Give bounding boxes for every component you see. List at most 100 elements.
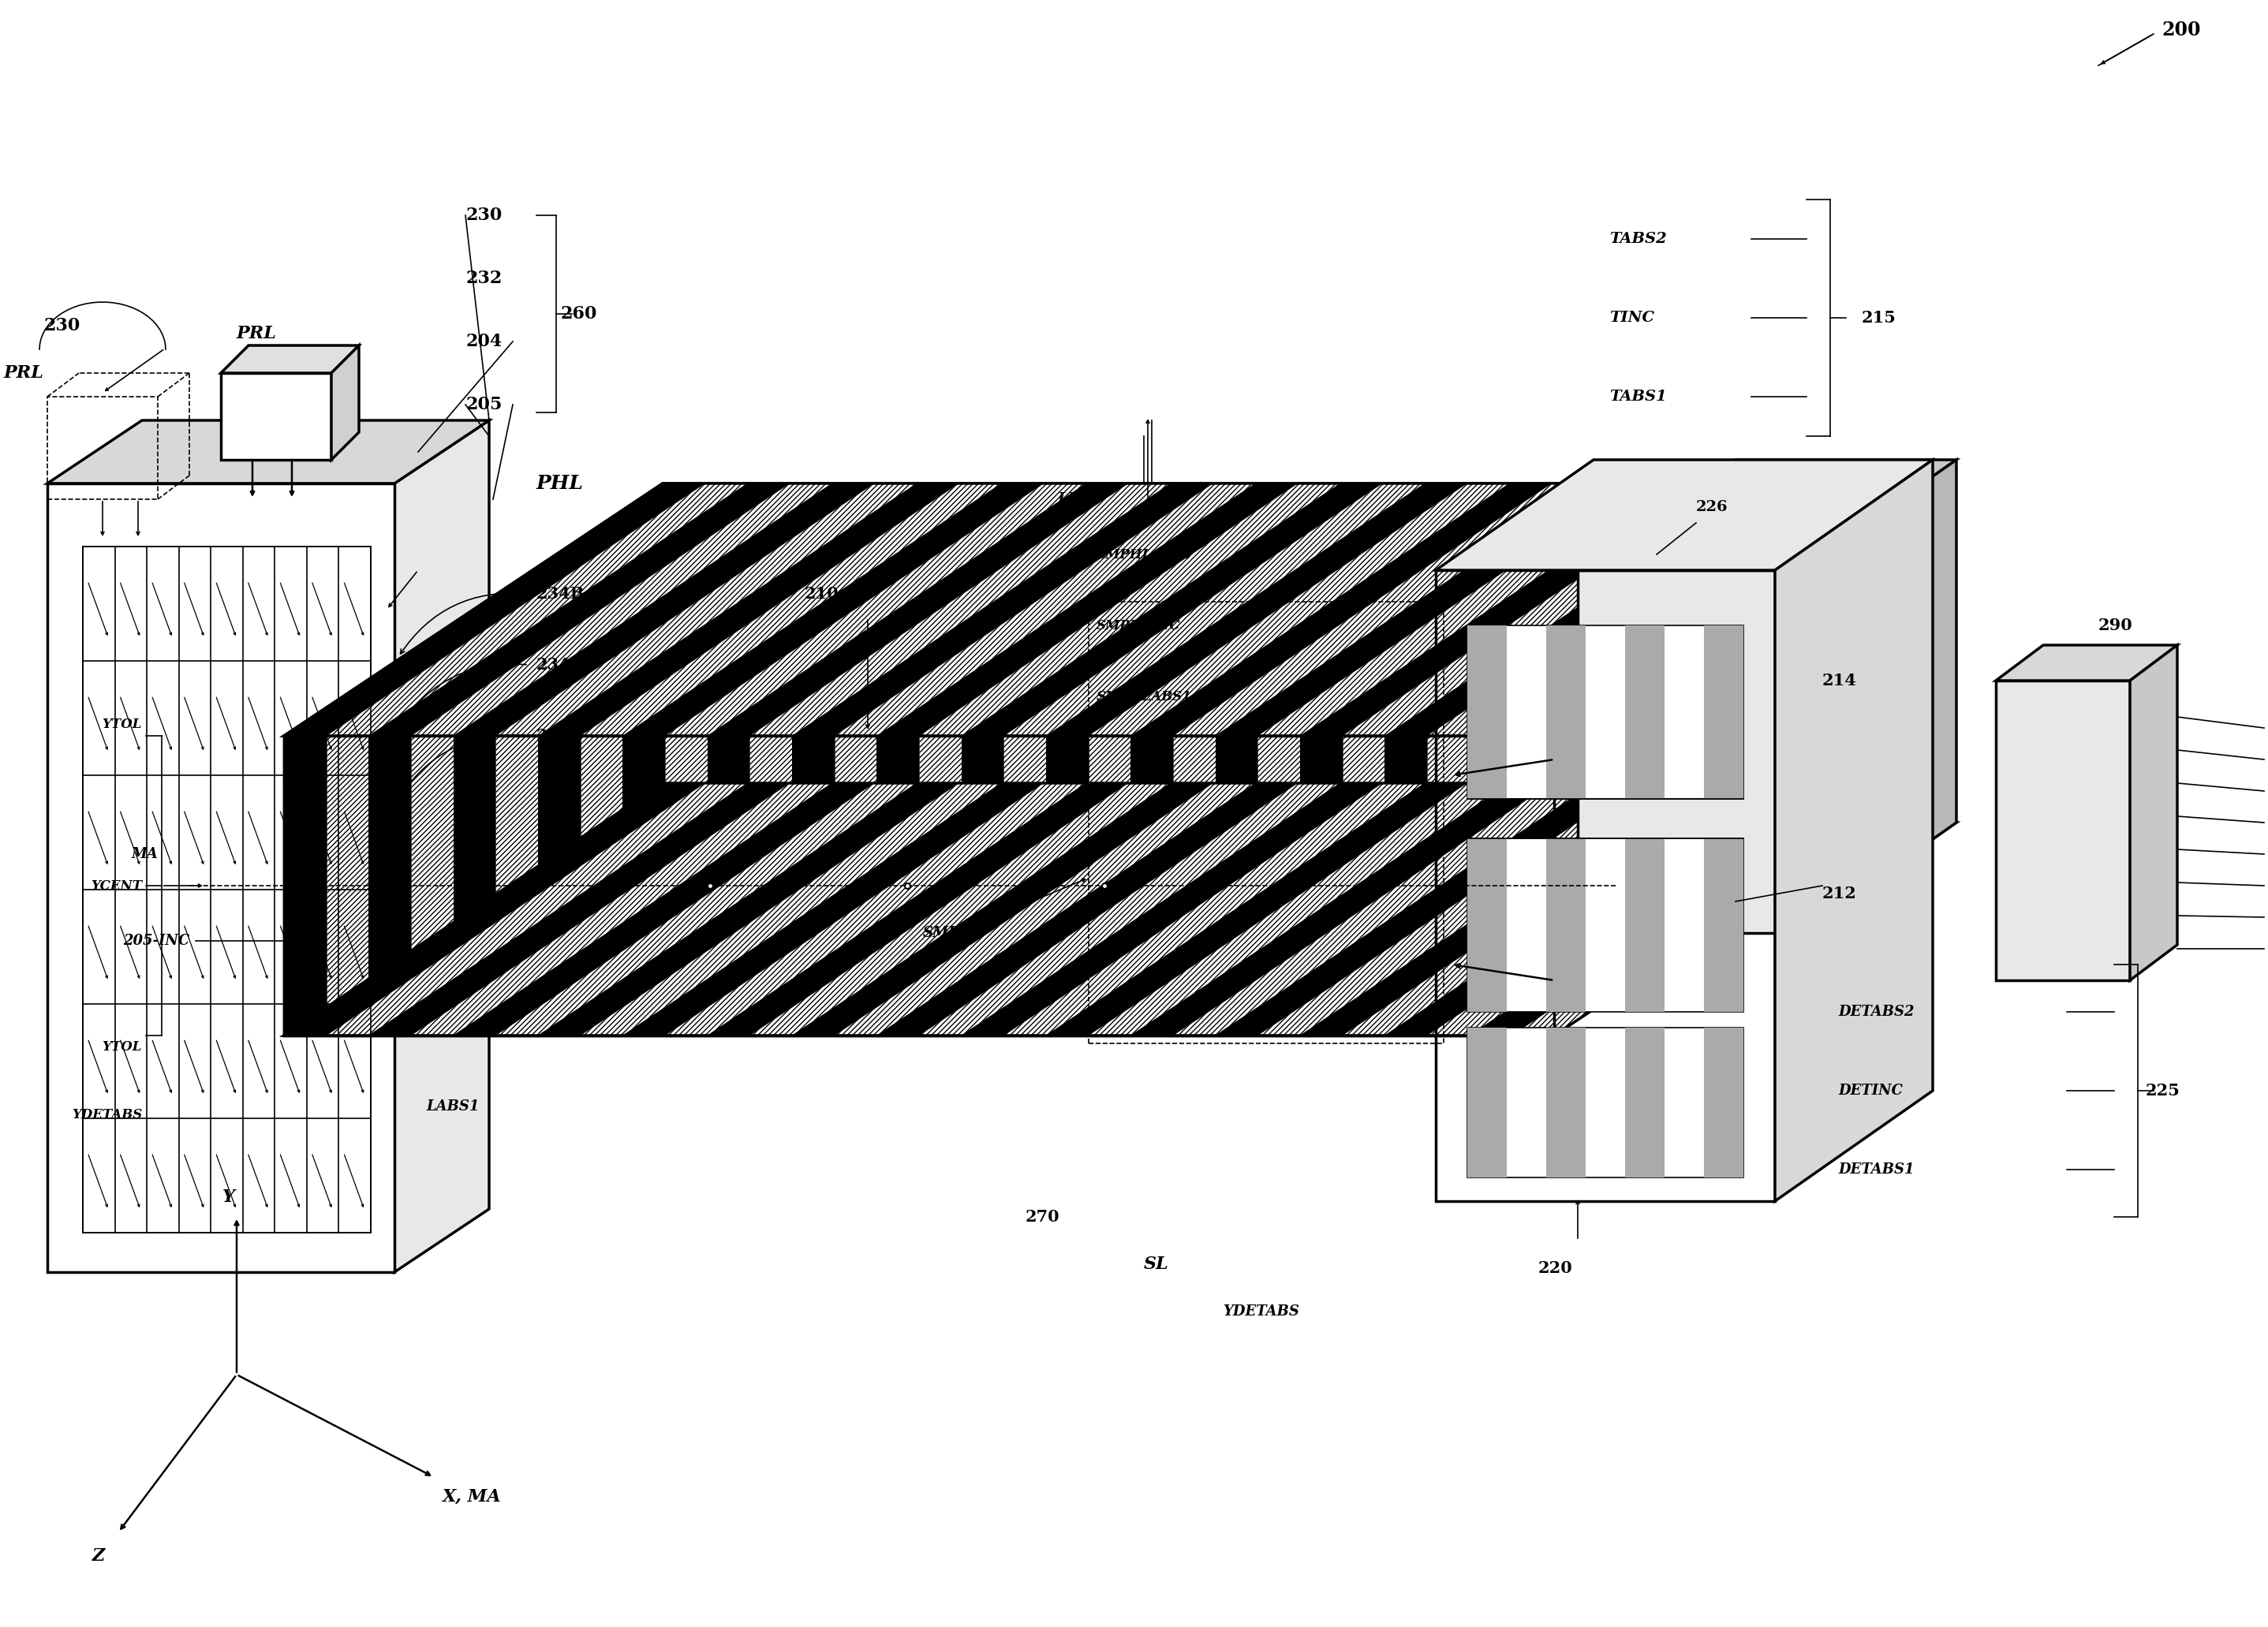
Polygon shape bbox=[708, 483, 1129, 735]
Polygon shape bbox=[370, 483, 789, 735]
Polygon shape bbox=[665, 483, 1086, 735]
Text: 226: 226 bbox=[1696, 499, 1728, 514]
Polygon shape bbox=[1089, 783, 1510, 1035]
Text: SMPHLINC: SMPHLINC bbox=[1095, 618, 1182, 633]
Text: 290: 290 bbox=[2098, 618, 2132, 633]
Polygon shape bbox=[835, 735, 878, 1035]
Text: 204: 204 bbox=[465, 334, 501, 350]
Polygon shape bbox=[792, 783, 1213, 1035]
Polygon shape bbox=[1579, 823, 1957, 932]
Polygon shape bbox=[1996, 646, 2177, 680]
Text: SMPHLABS2: SMPHLABS2 bbox=[1095, 548, 1193, 561]
Polygon shape bbox=[1467, 838, 1744, 1012]
Text: SMPHL: SMPHL bbox=[923, 926, 982, 940]
Polygon shape bbox=[1132, 483, 1551, 735]
Text: YCENT: YCENT bbox=[91, 879, 143, 892]
Polygon shape bbox=[581, 735, 624, 1035]
Polygon shape bbox=[1173, 483, 1594, 735]
Polygon shape bbox=[1216, 735, 1259, 1035]
Text: YTOL: YTOL bbox=[102, 1041, 143, 1054]
Polygon shape bbox=[751, 735, 792, 1035]
Text: 220: 220 bbox=[1538, 1261, 1572, 1276]
Polygon shape bbox=[1436, 460, 1932, 569]
Polygon shape bbox=[1470, 483, 1892, 735]
Polygon shape bbox=[284, 483, 705, 735]
Polygon shape bbox=[708, 735, 751, 1035]
Polygon shape bbox=[624, 483, 1043, 735]
Polygon shape bbox=[1216, 783, 1637, 1035]
Polygon shape bbox=[284, 735, 327, 1035]
Polygon shape bbox=[1005, 735, 1046, 1035]
Polygon shape bbox=[1703, 1028, 1744, 1178]
Polygon shape bbox=[751, 783, 1170, 1035]
Polygon shape bbox=[1259, 783, 1678, 1035]
Polygon shape bbox=[497, 783, 916, 1035]
Polygon shape bbox=[1259, 735, 1300, 1035]
Polygon shape bbox=[1776, 460, 1932, 1201]
Polygon shape bbox=[1626, 625, 1665, 799]
Polygon shape bbox=[1343, 735, 1386, 1035]
Polygon shape bbox=[331, 345, 358, 460]
Polygon shape bbox=[835, 783, 1256, 1035]
Polygon shape bbox=[1626, 1028, 1665, 1178]
Polygon shape bbox=[220, 345, 358, 373]
Polygon shape bbox=[411, 783, 832, 1035]
Text: 225: 225 bbox=[2146, 1084, 2180, 1098]
Polygon shape bbox=[1343, 483, 1765, 735]
Text: YTOL: YTOL bbox=[102, 718, 143, 731]
Polygon shape bbox=[284, 483, 1932, 735]
Polygon shape bbox=[1216, 483, 1637, 735]
Polygon shape bbox=[497, 735, 538, 1035]
Text: SMPHLABS1: SMPHLABS1 bbox=[1095, 690, 1193, 703]
Text: DETABS1: DETABS1 bbox=[1837, 1162, 1914, 1176]
Polygon shape bbox=[1547, 838, 1585, 1012]
Text: 234C: 234C bbox=[538, 727, 585, 744]
Text: 234B: 234B bbox=[538, 586, 585, 602]
Polygon shape bbox=[919, 735, 962, 1035]
Text: 200: 200 bbox=[2161, 21, 2200, 39]
Polygon shape bbox=[454, 483, 875, 735]
Polygon shape bbox=[1089, 735, 1132, 1035]
Polygon shape bbox=[1259, 483, 1678, 735]
Polygon shape bbox=[962, 783, 1383, 1035]
Text: 214: 214 bbox=[1821, 672, 1857, 688]
Polygon shape bbox=[1467, 838, 1506, 1012]
Polygon shape bbox=[962, 735, 1005, 1035]
Polygon shape bbox=[1132, 735, 1173, 1035]
Polygon shape bbox=[919, 483, 1340, 735]
Text: YDETABS: YDETABS bbox=[1222, 1305, 1300, 1318]
Polygon shape bbox=[1579, 569, 1799, 932]
Polygon shape bbox=[1427, 783, 1848, 1035]
Polygon shape bbox=[1427, 483, 1848, 735]
Polygon shape bbox=[1626, 838, 1665, 1012]
Text: X, MA: X, MA bbox=[442, 1489, 501, 1505]
Polygon shape bbox=[708, 783, 1129, 1035]
Text: PRL: PRL bbox=[236, 325, 277, 342]
Polygon shape bbox=[1467, 625, 1744, 799]
Polygon shape bbox=[284, 735, 1554, 1035]
Polygon shape bbox=[878, 483, 1297, 735]
Polygon shape bbox=[1513, 735, 1554, 1035]
Polygon shape bbox=[624, 735, 665, 1035]
Text: YDETABS: YDETABS bbox=[73, 1108, 143, 1121]
Text: DETABS2: DETABS2 bbox=[1837, 1005, 1914, 1019]
Polygon shape bbox=[878, 783, 1297, 1035]
Polygon shape bbox=[1089, 483, 1510, 735]
Polygon shape bbox=[284, 783, 1932, 1035]
Polygon shape bbox=[624, 783, 1043, 1035]
Text: 205: 205 bbox=[465, 395, 501, 413]
Polygon shape bbox=[1046, 735, 1089, 1035]
Polygon shape bbox=[48, 483, 395, 1272]
Polygon shape bbox=[411, 735, 454, 1035]
Text: LINC: LINC bbox=[1057, 491, 1102, 506]
Text: 234A: 234A bbox=[538, 657, 583, 672]
Text: 215: 215 bbox=[1862, 309, 1896, 325]
Polygon shape bbox=[1343, 783, 1765, 1035]
Bar bbox=[1089, 602, 1445, 1043]
Polygon shape bbox=[1513, 783, 1932, 1035]
Polygon shape bbox=[48, 420, 490, 483]
Polygon shape bbox=[581, 783, 1002, 1035]
Polygon shape bbox=[1173, 735, 1216, 1035]
Text: PRL: PRL bbox=[5, 364, 43, 382]
Text: TINC: TINC bbox=[1610, 311, 1653, 325]
